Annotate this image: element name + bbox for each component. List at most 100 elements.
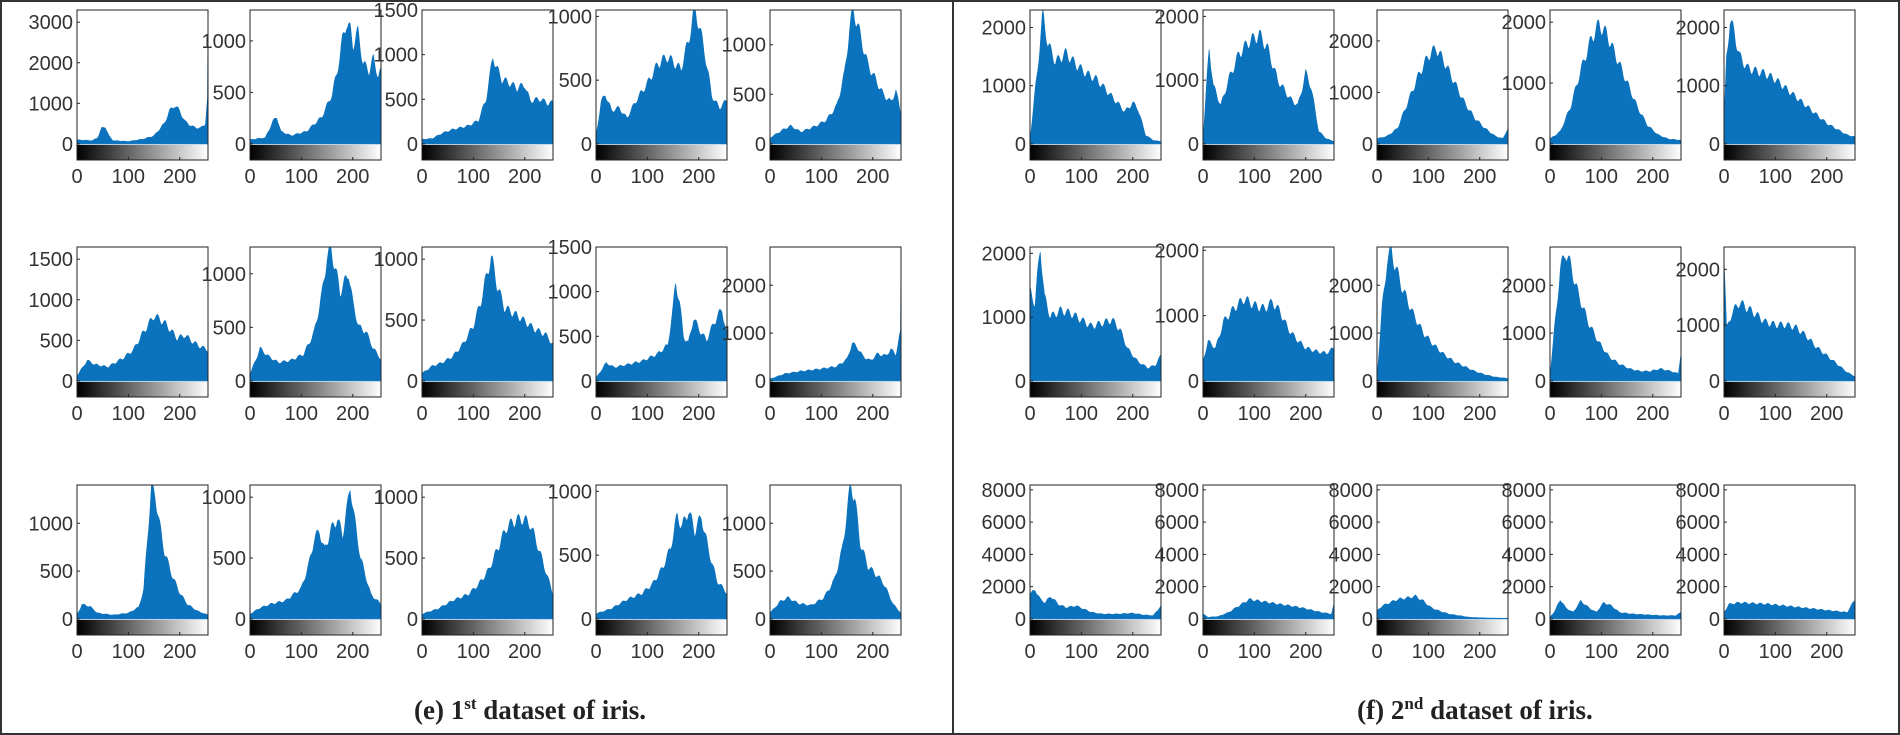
grayscale-bar: [77, 144, 208, 160]
axes-box: [1549, 484, 1682, 636]
histogram-e-6: 0 500 1000 1500 0 100 200: [29, 246, 209, 425]
x-tick-label: 200: [1463, 403, 1496, 425]
x-tick-label: 0: [1718, 641, 1729, 663]
y-tick-label: 2000: [1676, 17, 1721, 39]
x-tick-label: 100: [285, 166, 318, 188]
y-tick-label: 0: [235, 609, 246, 631]
y-tick-label: 1500: [29, 249, 74, 271]
y-tick-label: 1000: [548, 481, 593, 503]
histogram-bars: [76, 314, 209, 382]
axes-box: [249, 484, 382, 636]
x-tick-label: 100: [1412, 403, 1445, 425]
x-tick-label: 0: [244, 166, 255, 188]
histogram-bars: [1723, 259, 1856, 382]
axes-box: [1549, 9, 1682, 161]
y-tick-label: 1000: [1329, 82, 1374, 104]
histogram-f-14: 0 2000 4000 6000 8000 0 100 200: [1502, 480, 1682, 663]
x-tick-label: 100: [805, 166, 838, 188]
histogram-f-8: 0 1000 2000 0 100 200: [1329, 246, 1509, 425]
y-tick-label: 0: [1188, 609, 1199, 631]
x-tick-label: 0: [764, 403, 775, 425]
y-tick-label: 4000: [1676, 544, 1721, 566]
y-tick-label: 500: [559, 545, 592, 567]
grayscale-bar: [250, 144, 381, 160]
x-tick-label: 200: [336, 403, 369, 425]
x-tick-label: 200: [682, 166, 715, 188]
x-tick-label: 100: [285, 403, 318, 425]
axes-box: [1029, 484, 1162, 636]
caption-f-suffix: dataset of iris.: [1423, 695, 1593, 725]
histogram-bars: [769, 484, 902, 620]
histogram-bars: [421, 255, 554, 382]
y-tick-label: 0: [1709, 371, 1720, 393]
histogram-bars: [249, 22, 382, 145]
x-tick-label: 200: [1463, 641, 1496, 663]
y-tick-label: 0: [1535, 609, 1546, 631]
y-tick-label: 3000: [29, 12, 74, 34]
grayscale-bar: [1030, 144, 1161, 160]
y-tick-label: 2000: [1155, 240, 1200, 262]
y-tick-label: 1000: [202, 487, 247, 509]
y-tick-label: 4000: [1155, 544, 1200, 566]
histogram-f-5: 0 1000 2000 0 100 200: [1676, 9, 1856, 188]
grayscale-bar: [1550, 619, 1681, 635]
y-tick-label: 0: [1015, 609, 1026, 631]
histogram-f-4: 0 1000 2000 0 100 200: [1502, 9, 1682, 188]
histogram-e-2: 0 500 1000 0 100 200: [202, 9, 382, 188]
y-tick-label: 1000: [1676, 315, 1721, 337]
histogram-bars: [249, 490, 382, 620]
y-tick-label: 500: [213, 82, 246, 104]
grayscale-bar: [250, 381, 381, 397]
y-tick-label: 1500: [548, 237, 593, 259]
y-tick-label: 0: [1362, 371, 1373, 393]
axes-box: [421, 9, 554, 161]
grayscale-bar: [1724, 381, 1855, 397]
y-tick-label: 6000: [1155, 512, 1200, 534]
histogram-e-13: 0 500 1000 0 100 200: [374, 484, 554, 663]
axes-box: [76, 9, 209, 161]
x-tick-label: 0: [1371, 641, 1382, 663]
x-tick-label: 0: [1544, 641, 1555, 663]
histogram-e-14: 0 500 1000 0 100 200: [548, 481, 728, 663]
histogram-e-4: 0 500 1000 0 100 200: [548, 6, 728, 188]
axes-box: [1376, 9, 1509, 161]
x-tick-label: 100: [1412, 641, 1445, 663]
histogram-f-10: 0 1000 2000 0 100 200: [1676, 246, 1856, 425]
axes-box: [76, 484, 209, 636]
y-tick-label: 6000: [1329, 512, 1374, 534]
axes-box: [1723, 484, 1856, 636]
y-tick-label: 1000: [202, 264, 247, 286]
axes-box: [1723, 9, 1856, 161]
y-tick-label: 2000: [1329, 275, 1374, 297]
histogram-bars: [1202, 29, 1335, 145]
grayscale-bar: [1377, 619, 1508, 635]
y-tick-label: 8000: [1329, 480, 1374, 502]
grayscale-bar: [1724, 144, 1855, 160]
x-tick-label: 200: [1810, 403, 1843, 425]
y-tick-label: 2000: [1155, 577, 1200, 599]
y-tick-label: 4000: [982, 544, 1027, 566]
y-tick-label: 0: [1015, 134, 1026, 156]
histogram-bars: [421, 58, 554, 145]
y-tick-label: 2000: [1676, 259, 1721, 281]
y-tick-label: 500: [385, 310, 418, 332]
grayscale-bar: [77, 381, 208, 397]
x-tick-label: 100: [805, 641, 838, 663]
grayscale-bar: [596, 144, 727, 160]
histogram-bars: [769, 9, 902, 145]
y-tick-label: 6000: [982, 512, 1027, 534]
y-tick-label: 0: [581, 371, 592, 393]
histogram-bars: [249, 246, 382, 382]
grayscale-bar: [1030, 619, 1161, 635]
y-tick-label: 8000: [1502, 480, 1547, 502]
x-tick-label: 200: [1810, 166, 1843, 188]
histogram-e-7: 0 500 1000 0 100 200: [202, 246, 382, 425]
y-tick-label: 1000: [722, 323, 767, 345]
y-tick-label: 500: [385, 548, 418, 570]
x-tick-label: 200: [508, 403, 541, 425]
x-tick-label: 0: [71, 403, 82, 425]
caption-e-prefix: (e) 1: [414, 695, 465, 725]
grayscale-bar: [1030, 381, 1161, 397]
axes-box: [769, 9, 902, 161]
